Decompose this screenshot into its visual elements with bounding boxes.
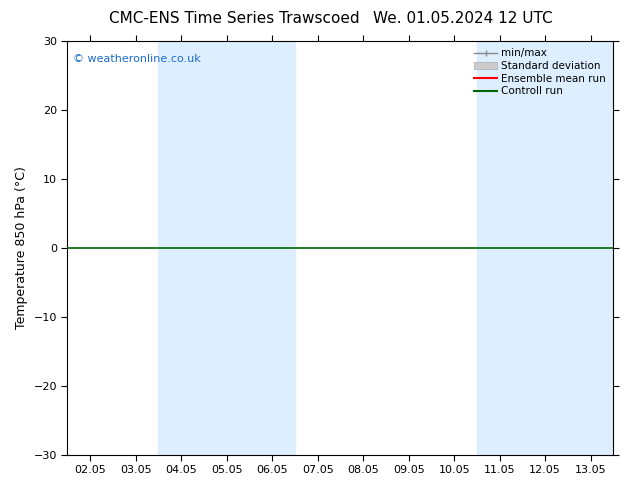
Text: © weatheronline.co.uk: © weatheronline.co.uk	[73, 53, 201, 64]
Bar	[477, 41, 614, 455]
Text: CMC-ENS Time Series Trawscoed: CMC-ENS Time Series Trawscoed	[109, 11, 360, 26]
Bar	[158, 41, 295, 455]
Legend: min/max, Standard deviation, Ensemble mean run, Controll run: min/max, Standard deviation, Ensemble me…	[472, 47, 608, 98]
Text: We. 01.05.2024 12 UTC: We. 01.05.2024 12 UTC	[373, 11, 553, 26]
Y-axis label: Temperature 850 hPa (°C): Temperature 850 hPa (°C)	[15, 167, 28, 329]
